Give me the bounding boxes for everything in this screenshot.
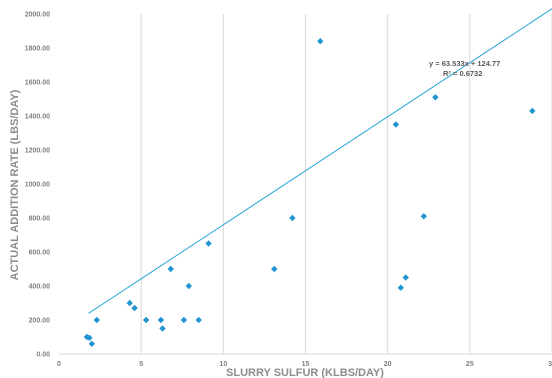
trendline (88, 8, 552, 314)
x-tick-label: 20 (384, 361, 392, 368)
data-point (180, 316, 188, 324)
x-axis-ticks: 0 5 10 15 20 25 30 (57, 361, 552, 368)
data-point (392, 121, 400, 128)
data-point (432, 94, 439, 101)
trendline-r-squared: R² = 0.6732 (443, 69, 482, 78)
y-axis-title: ACTUAL ADDITION RATE (LBS/DAY) (9, 89, 21, 280)
data-point (205, 240, 212, 247)
x-tick-label: 25 (466, 361, 474, 368)
data-point (271, 265, 278, 273)
data-point (185, 282, 193, 290)
y-tick-label: 400.00 (29, 284, 51, 291)
data-point (420, 213, 428, 220)
y-tick-label: 1800.00 (25, 46, 50, 53)
grid-lines (140, 14, 552, 354)
y-tick-label: 1200.00 (25, 148, 50, 155)
y-axis-ticks: 0.00 200.00 400.00 600.00 800.00 1000.00 1200.… (25, 12, 50, 359)
data-point (88, 340, 96, 347)
data-point (529, 107, 536, 115)
y-tick-label: 2000.00 (25, 12, 50, 19)
y-tick-label: 0.00 (36, 352, 50, 359)
x-tick-label: 15 (302, 361, 310, 368)
data-point (157, 316, 165, 324)
y-tick-label: 600.00 (29, 250, 51, 257)
data-point (402, 274, 409, 281)
y-tick-label: 1400.00 (25, 114, 50, 121)
y-tick-label: 1600.00 (25, 80, 50, 87)
data-points (83, 38, 536, 347)
data-point (195, 316, 202, 324)
y-tick-label: 1000.00 (25, 182, 50, 189)
x-tick-label: 0 (57, 361, 61, 368)
trendline-equation: y = 63.533x + 124.77 (429, 59, 500, 68)
x-axis-title: SLURRY SULFUR (KLBS/DAY) (226, 367, 384, 378)
data-point (126, 299, 133, 307)
data-point (397, 284, 405, 291)
data-point (159, 325, 166, 332)
y-tick-label: 200.00 (29, 318, 51, 325)
y-tick-label: 800.00 (29, 216, 51, 223)
data-point (131, 304, 138, 312)
x-tick-label: 30 (548, 361, 552, 368)
data-point (317, 38, 324, 45)
data-point (86, 334, 93, 342)
data-point (142, 316, 150, 324)
x-tick-label: 5 (139, 361, 143, 368)
x-tick-label: 10 (219, 361, 227, 368)
data-point (167, 265, 174, 273)
data-point (289, 214, 296, 222)
data-point (93, 316, 100, 324)
